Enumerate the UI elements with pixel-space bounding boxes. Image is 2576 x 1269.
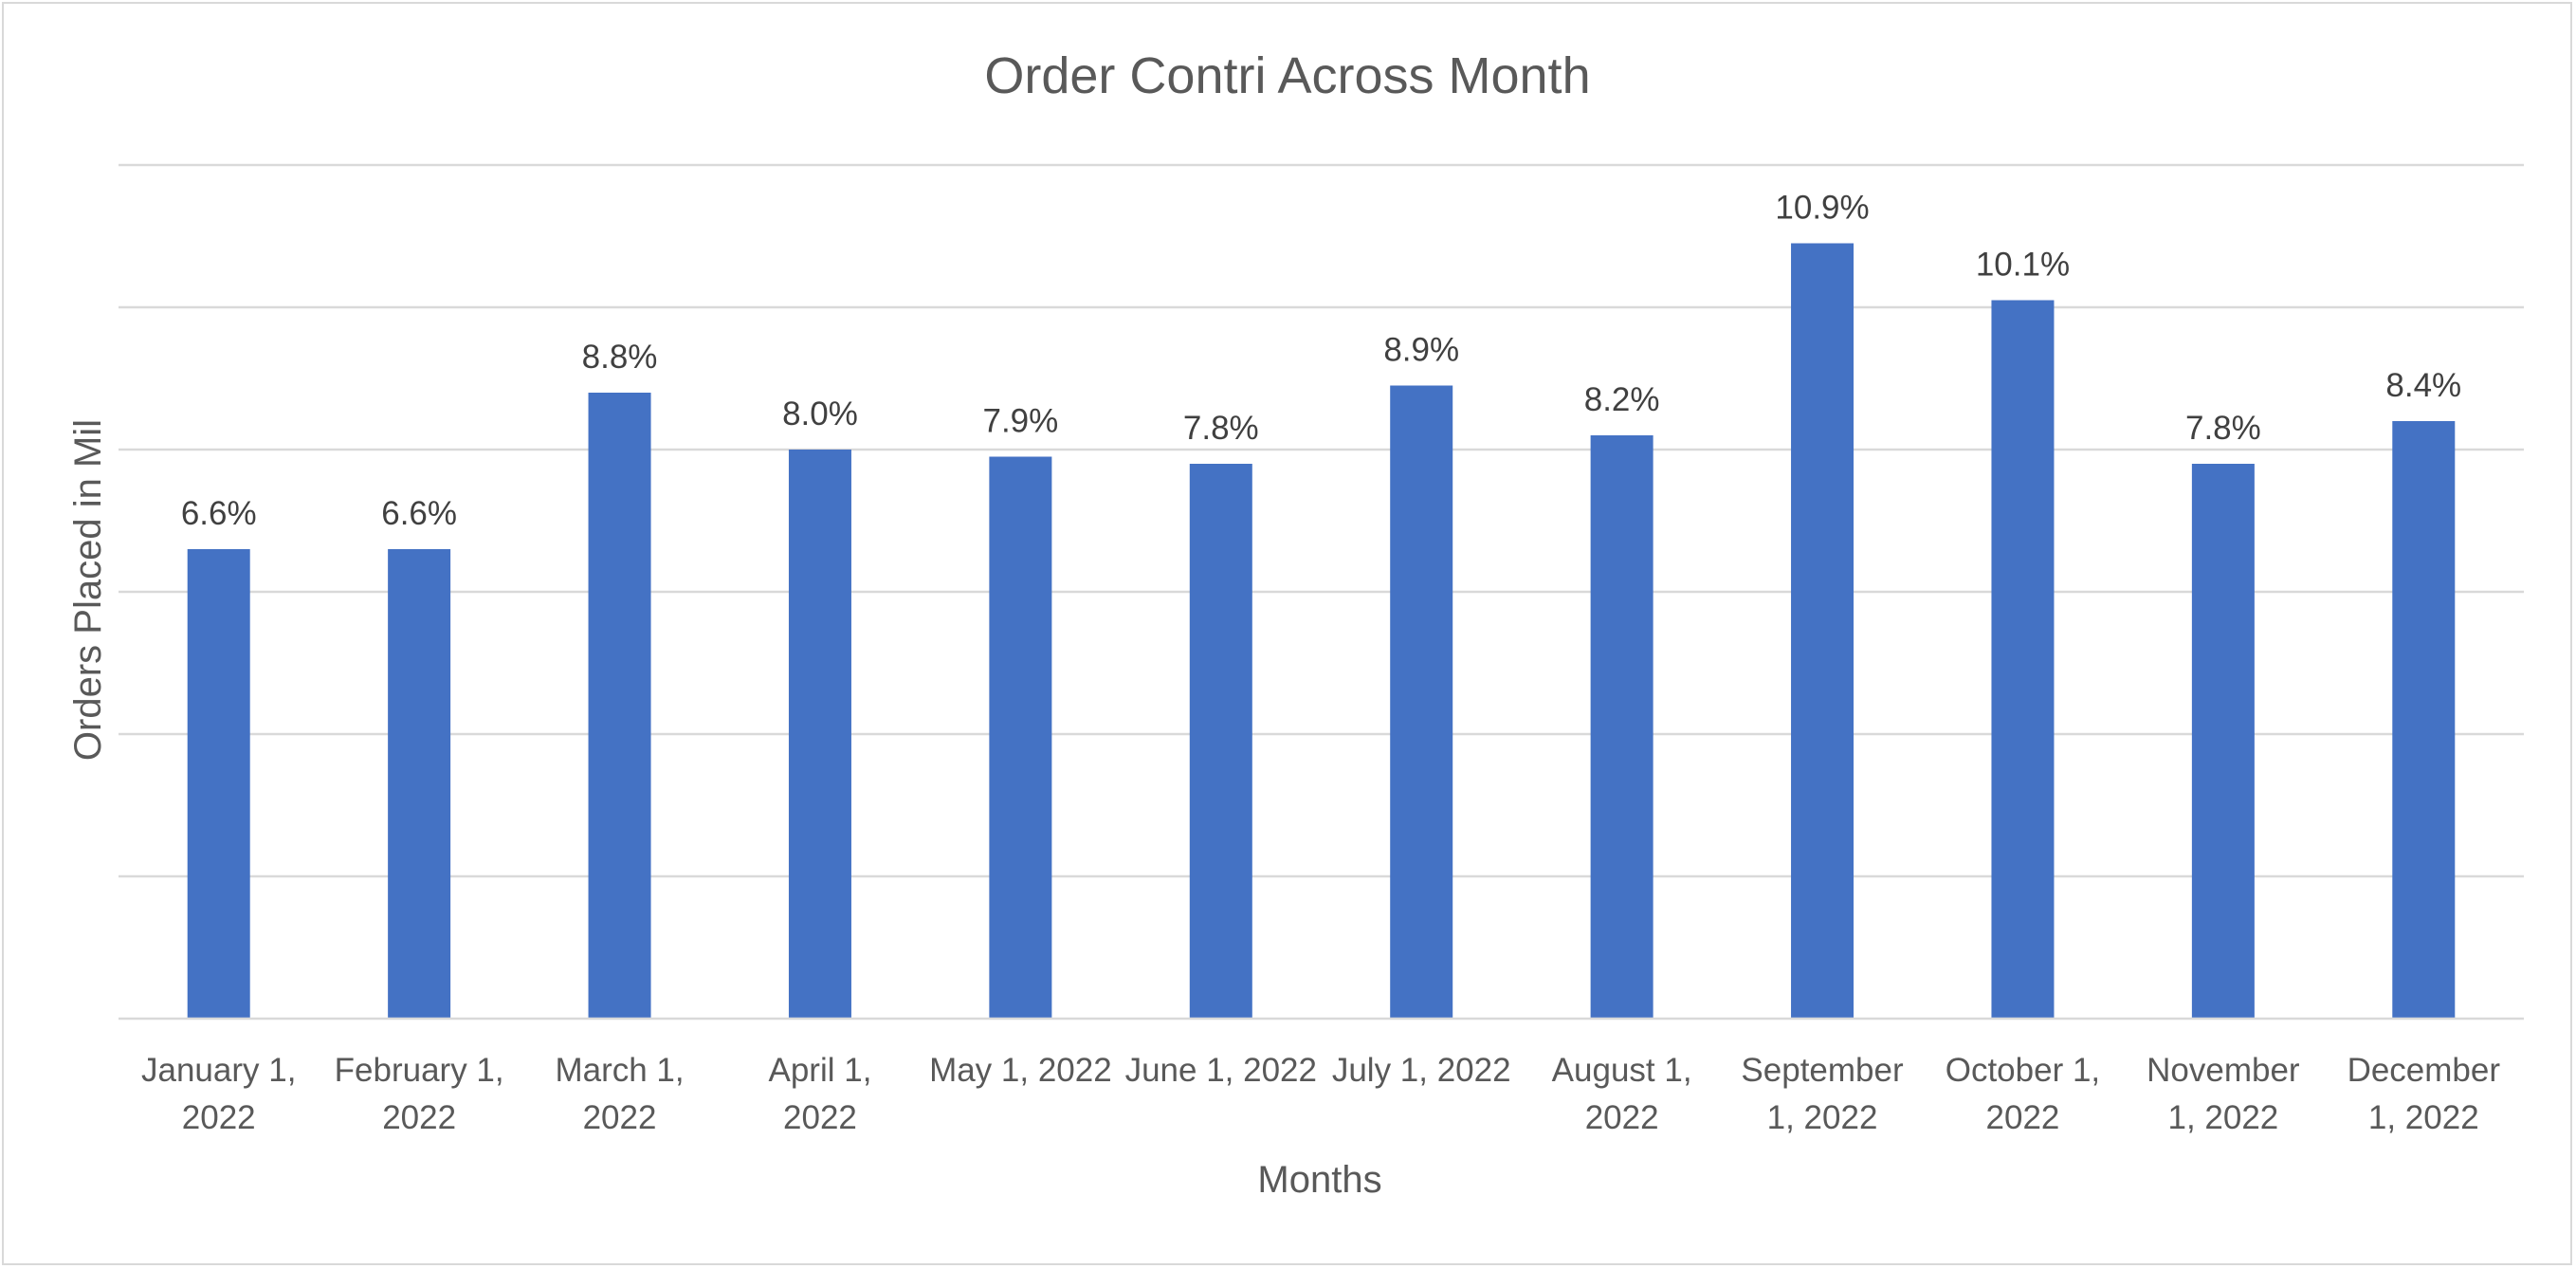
data-label: 10.9% [1775,190,1869,227]
x-tick-label: September 1, 2022 [1741,1052,1904,1136]
bar [1390,385,1453,1019]
bars [187,243,2456,1019]
bar [588,393,651,1019]
data-label: 8.4% [2385,367,2461,404]
x-tick-label: May 1, 2022 [929,1052,1112,1089]
bar [1189,464,1252,1019]
bar [1991,300,2055,1019]
data-label: 7.8% [1183,410,1259,447]
bar [388,549,451,1019]
data-label: 6.6% [381,495,457,532]
data-label: 8.8% [582,339,658,376]
x-tick-label: November 1, 2022 [2147,1052,2300,1136]
bar [187,549,250,1019]
x-tick-label: July 1, 2022 [1332,1052,1511,1089]
bar [2392,421,2456,1019]
x-tick-labels: January 1, 2022 February 1, 2022 March 1, 202… [141,1052,2500,1136]
x-tick-label: December 1, 2022 [2348,1052,2501,1136]
data-labels: 6.6% 6.6% 8.8% 8.0% 7.9% 7.8% 8.9% 8.2% 10.9% 10.… [181,190,2461,533]
data-label: 8.9% [1383,332,1459,369]
y-axis-title: Orders Placed in Mil [67,419,109,761]
data-label: 7.8% [2185,410,2261,447]
x-tick-label: April 1, 2022 [768,1052,871,1136]
data-label: 8.0% [782,395,858,432]
x-tick-label: August 1, 2022 [1552,1052,1692,1136]
bar [2191,464,2255,1019]
x-tick-label: January 1, 2022 [141,1052,296,1136]
x-tick-label: March 1, 2022 [555,1052,684,1136]
x-tick-label: February 1, 2022 [335,1052,504,1136]
bar [1590,435,1653,1019]
chart-title: Order Contri Across Month [984,47,1590,104]
data-label: 6.6% [181,495,257,532]
x-tick-label: June 1, 2022 [1125,1052,1317,1089]
data-label: 10.1% [1976,247,2070,284]
bar [1791,243,1854,1019]
data-label: 8.2% [1584,381,1660,418]
x-axis-title: Months [1257,1159,1381,1201]
data-label: 7.9% [982,403,1058,440]
x-tick-label: October 1, 2022 [1946,1052,2100,1136]
bar [989,456,1052,1019]
bar [788,450,851,1019]
gridlines [119,163,2524,878]
